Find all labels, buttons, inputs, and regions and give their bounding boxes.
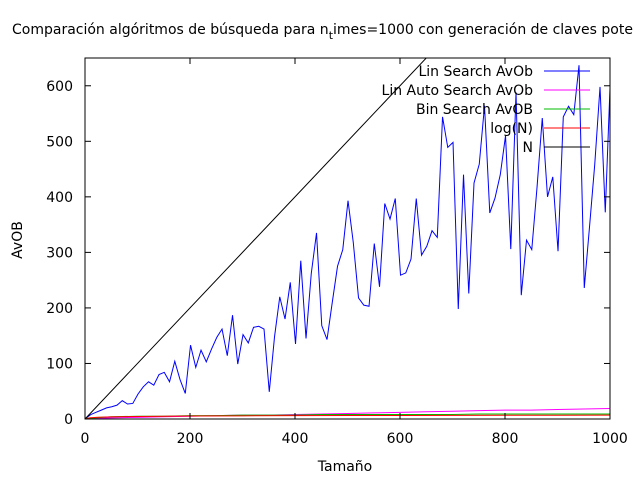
x-tick-label: 400 bbox=[282, 431, 309, 447]
series-line-n bbox=[85, 58, 427, 419]
x-tick-label: 200 bbox=[177, 431, 204, 447]
series-line-lin-auto-search-avob bbox=[85, 407, 610, 419]
legend-entry-label: N bbox=[523, 140, 533, 156]
x-tick-label: 600 bbox=[387, 431, 414, 447]
y-tick-label: 500 bbox=[46, 134, 73, 150]
y-axis-label: AvOB bbox=[10, 221, 26, 259]
legend-entry-label: Lin Search AvOb bbox=[418, 64, 533, 80]
y-tick-label: 0 bbox=[64, 412, 73, 428]
plot-area: 0 200 400 600 800 1000 0 100 200 300 400 500 600 bbox=[46, 57, 628, 447]
x-tick-label: 800 bbox=[492, 431, 519, 447]
chart-title: Comparación algóritmos de búsqueda para … bbox=[12, 22, 633, 42]
legend-entry-label: log(N) bbox=[490, 121, 533, 137]
x-tick-label: 0 bbox=[81, 431, 90, 447]
chart-title-rest: imes=1000 con generación de claves pote bbox=[333, 22, 633, 38]
x-axis-label: Tamaño bbox=[317, 459, 372, 475]
legend: Lin Search AvOb Lin Auto Search AvOb Bin S… bbox=[382, 64, 590, 156]
y-tick-label: 100 bbox=[46, 356, 73, 372]
y-tick-label: 400 bbox=[46, 190, 73, 206]
plot-frame bbox=[84, 57, 611, 420]
y-tick-label: 200 bbox=[46, 301, 73, 317]
legend-entry-label: Bin Search AvOB bbox=[416, 102, 533, 118]
y-tick-label: 600 bbox=[46, 79, 73, 95]
chart-title-subscript: t bbox=[329, 29, 334, 42]
x-tick-label: 1000 bbox=[592, 431, 628, 447]
series-line-log-n bbox=[85, 414, 610, 419]
chart-title-main: Comparación algóritmos de búsqueda para … bbox=[12, 22, 329, 38]
series-line-lin-search-avob bbox=[85, 65, 610, 419]
legend-entry-label: Lin Auto Search AvOb bbox=[382, 83, 534, 99]
series-group bbox=[85, 58, 610, 419]
y-tick-label: 300 bbox=[46, 245, 73, 261]
